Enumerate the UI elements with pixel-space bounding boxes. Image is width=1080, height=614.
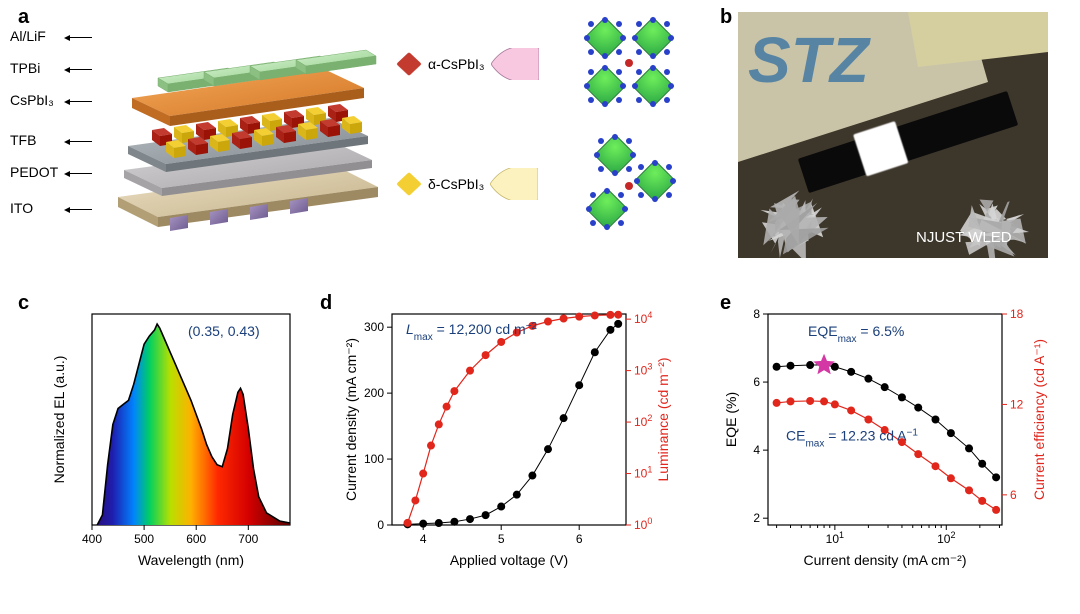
layer-label: CsPbI₃ bbox=[10, 92, 54, 108]
svg-text:CEmax = 12.23 cd A−1: CEmax = 12.23 cd A−1 bbox=[786, 427, 918, 449]
svg-text:Applied voltage (V): Applied voltage (V) bbox=[450, 552, 568, 568]
svg-text:Wavelength (nm): Wavelength (nm) bbox=[138, 552, 244, 568]
layer-label: TPBi bbox=[10, 60, 40, 76]
svg-text:6: 6 bbox=[1010, 488, 1017, 502]
panel-d-svg: 4 5 6 0 100 200 300 100 101 102 103 104 Applied volt… bbox=[340, 300, 680, 570]
layer-label: Al/LiF bbox=[10, 28, 46, 44]
svg-text:EQEmax = 6.5%: EQEmax = 6.5% bbox=[808, 323, 904, 345]
layer-label: TFB bbox=[10, 132, 36, 148]
svg-text:102: 102 bbox=[937, 530, 955, 546]
svg-text:6: 6 bbox=[753, 375, 760, 389]
svg-text:400: 400 bbox=[82, 532, 102, 546]
panel-d-chart: 4 5 6 0 100 200 300 100 101 102 103 104 Applied volt… bbox=[340, 300, 680, 570]
panel-c-svg: 400 500 600 700 Wavelength (nm) Normalized EL… bbox=[50, 300, 300, 570]
svg-text:6: 6 bbox=[576, 532, 583, 546]
panel-b-photo: STZ NJUST WLED bbox=[738, 12, 1048, 258]
svg-text:Current density (mA cm⁻²): Current density (mA cm⁻²) bbox=[343, 338, 359, 501]
panel-e-chart: 101 102 2 4 6 8 6 12 18 Current density (mA cm⁻²)… bbox=[720, 300, 1060, 570]
svg-text:102: 102 bbox=[634, 413, 652, 429]
panel-b-label: b bbox=[720, 6, 732, 29]
svg-text:600: 600 bbox=[186, 532, 206, 546]
svg-text:Current efficiency (cd A⁻¹): Current efficiency (cd A⁻¹) bbox=[1031, 339, 1047, 500]
photo-caption: NJUST WLED bbox=[916, 229, 1012, 246]
bg-lettering: STZ bbox=[748, 24, 872, 96]
svg-text:Luminance (cd m⁻²): Luminance (cd m⁻²) bbox=[655, 357, 671, 481]
panel-a-crystals: α-CsPbI₃ δ-CsPbI₃ bbox=[400, 18, 720, 248]
photo-svg: STZ NJUST WLED bbox=[738, 12, 1048, 258]
phase-alpha-label: α-CsPbI₃ bbox=[428, 56, 485, 72]
svg-text:100: 100 bbox=[364, 452, 384, 466]
phase-delta-label: δ-CsPbI₃ bbox=[428, 176, 484, 192]
panel-e-svg: 101 102 2 4 6 8 6 12 18 Current density (mA cm⁻²)… bbox=[720, 300, 1060, 570]
svg-text:EQE (%): EQE (%) bbox=[723, 392, 739, 447]
svg-text:500: 500 bbox=[134, 532, 154, 546]
svg-text:Current density (mA cm⁻²): Current density (mA cm⁻²) bbox=[804, 552, 967, 568]
layer-label: ITO bbox=[10, 200, 33, 216]
panel-a-layer-labels: Al/LiF TPBi CsPbI₃ TFB PEDOT ITO bbox=[10, 20, 90, 230]
svg-text:18: 18 bbox=[1010, 307, 1024, 321]
panel-d-label: d bbox=[320, 292, 332, 315]
svg-text:5: 5 bbox=[498, 532, 505, 546]
lens-alpha-icon bbox=[491, 48, 539, 80]
cube-alpha-icon bbox=[396, 52, 421, 76]
panel-c-chart: 400 500 600 700 Wavelength (nm) Normalized EL… bbox=[50, 300, 300, 570]
svg-text:4: 4 bbox=[753, 443, 760, 457]
svg-text:2: 2 bbox=[753, 511, 760, 525]
svg-text:104: 104 bbox=[634, 310, 652, 326]
cube-delta-icon bbox=[396, 172, 421, 196]
panel-a-device-stack bbox=[88, 12, 388, 242]
device-stack-svg bbox=[88, 12, 388, 242]
svg-text:(0.35, 0.43): (0.35, 0.43) bbox=[188, 323, 260, 339]
svg-text:12: 12 bbox=[1010, 397, 1024, 411]
svg-text:100: 100 bbox=[634, 516, 652, 532]
svg-text:103: 103 bbox=[634, 362, 652, 378]
svg-text:4: 4 bbox=[420, 532, 427, 546]
svg-text:8: 8 bbox=[753, 307, 760, 321]
cluster-delta bbox=[570, 136, 690, 236]
svg-text:700: 700 bbox=[238, 532, 258, 546]
svg-text:300: 300 bbox=[364, 320, 384, 334]
svg-text:Lmax = 12,200 cd m−2: Lmax = 12,200 cd m−2 bbox=[406, 321, 538, 343]
svg-text:101: 101 bbox=[826, 530, 844, 546]
lens-delta-icon bbox=[490, 168, 538, 200]
svg-text:Normalized EL (a.u.): Normalized EL (a.u.) bbox=[51, 356, 67, 484]
svg-text:200: 200 bbox=[364, 386, 384, 400]
panel-c-label: c bbox=[18, 292, 29, 315]
svg-text:0: 0 bbox=[377, 518, 384, 532]
figure-root: a b c d e Al/LiFTPBiCsPbI₃TFBPEDOTITO bbox=[0, 0, 1080, 614]
layer-label: PEDOT bbox=[10, 164, 58, 180]
cluster-alpha bbox=[570, 13, 690, 113]
svg-text:101: 101 bbox=[634, 465, 652, 481]
